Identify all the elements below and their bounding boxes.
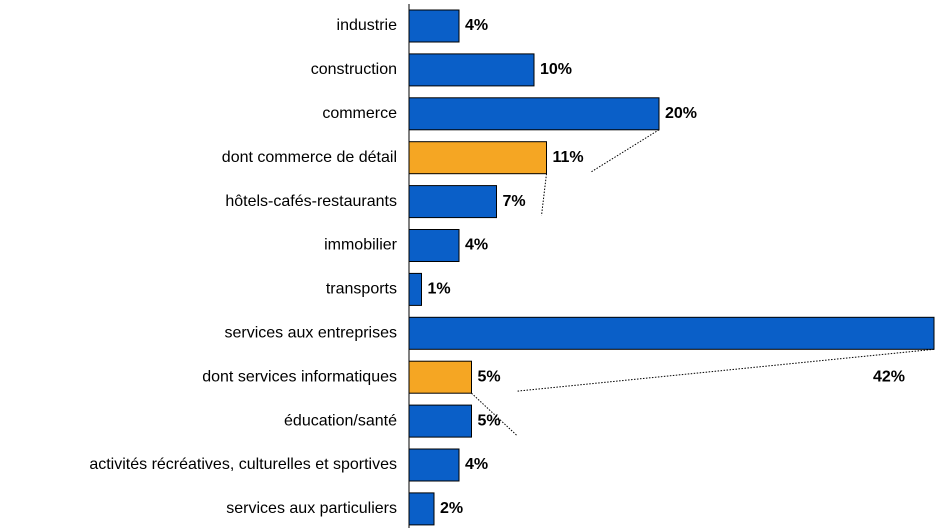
category-label: éducation/santé (284, 412, 397, 429)
bar (408, 272, 422, 306)
category-label: services aux entreprises (224, 325, 397, 342)
bar (408, 404, 472, 438)
category-label: transports (326, 281, 397, 298)
bar (408, 9, 460, 43)
connector (541, 173, 547, 216)
value-label: 1% (428, 281, 451, 298)
bar (408, 492, 435, 526)
bar (408, 316, 935, 350)
connector (471, 392, 517, 436)
category-label: services aux particuliers (226, 500, 397, 517)
bar (408, 53, 535, 87)
connector (516, 348, 935, 392)
bar (408, 229, 460, 262)
value-label: 5% (478, 368, 501, 385)
category-label: industrie (337, 17, 398, 34)
category-label: hôtels-cafés-restaurants (225, 193, 397, 210)
value-label: 7% (503, 193, 526, 210)
category-label: dont commerce de détail (222, 149, 397, 166)
bar (408, 141, 547, 175)
value-label: 20% (665, 105, 697, 122)
bar (408, 97, 660, 131)
connector (591, 129, 660, 173)
category-label: construction (311, 61, 397, 78)
value-label: 10% (540, 61, 572, 78)
value-label: 11% (553, 149, 584, 166)
value-label: 42% (873, 368, 905, 385)
bar (408, 360, 472, 394)
bar (408, 448, 460, 482)
category-label: activités récréatives, culturelles et sp… (89, 456, 397, 473)
bar (408, 185, 497, 219)
category-label: immobilier (324, 237, 398, 254)
value-label: 4% (465, 456, 488, 473)
value-label: 2% (440, 500, 463, 517)
value-label: 5% (478, 412, 501, 429)
category-label: commerce (322, 105, 397, 122)
value-label: 4% (465, 17, 488, 34)
value-label: 4% (465, 237, 488, 254)
category-label: dont services informatiques (202, 368, 397, 385)
